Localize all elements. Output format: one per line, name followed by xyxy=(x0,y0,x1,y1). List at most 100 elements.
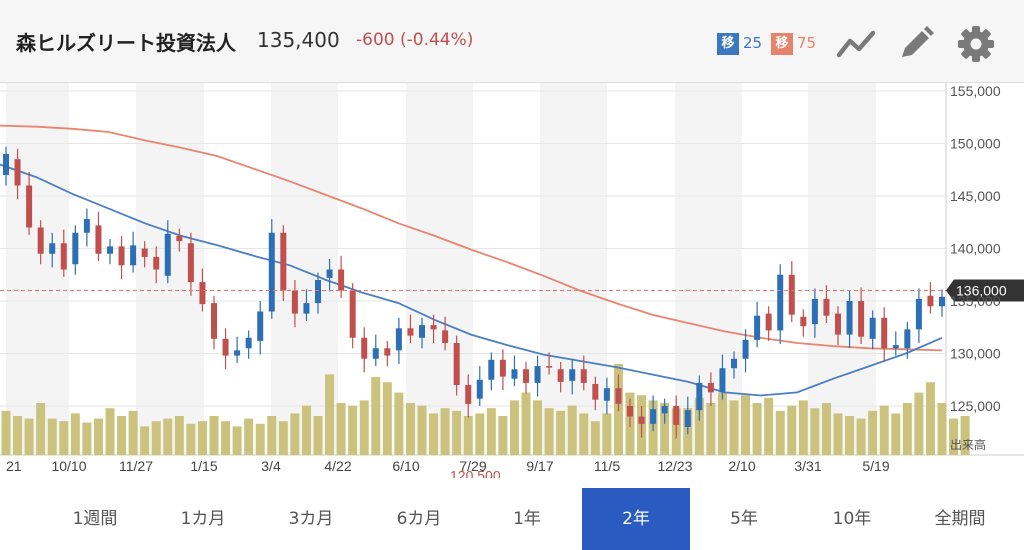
ma-long-value[interactable]: 75 xyxy=(797,34,817,52)
candle xyxy=(60,243,67,270)
x-tick-label: 3/4 xyxy=(261,458,281,474)
line-chart-icon[interactable] xyxy=(836,24,876,64)
y-tick-label: 150,000 xyxy=(950,136,1001,152)
y-tick-label: 125,000 xyxy=(950,398,1001,414)
candle xyxy=(395,328,402,351)
volume-bar xyxy=(660,403,670,455)
candle xyxy=(707,382,714,393)
x-tick-label: 5/19 xyxy=(862,458,889,474)
ma-short-badge[interactable]: 移 xyxy=(717,33,739,55)
pencil-icon[interactable] xyxy=(896,24,936,64)
period-tab-7[interactable]: 10年 xyxy=(832,509,872,529)
period-selector: 1週間 1カ月 3カ月 6カ月 1年 2年 5年 10年 全期間 xyxy=(0,488,1024,550)
candle xyxy=(638,416,645,424)
y-tick-label: 140,000 xyxy=(950,241,1001,257)
candle xyxy=(83,219,90,233)
price-change: -600 (-0.44%) xyxy=(356,30,474,50)
ma25-line xyxy=(0,163,943,397)
stock-header: 森ヒルズリート投資法人 135,400 -600 (-0.44%) 移 25 移… xyxy=(0,0,1024,83)
candle xyxy=(442,330,449,343)
candle xyxy=(927,295,934,307)
candle xyxy=(107,246,113,254)
volume-bar xyxy=(301,405,311,455)
candle xyxy=(303,303,310,314)
candlestick-chart[interactable]: 136,000 155,000 150,000 145,000 140,000 135,… xyxy=(0,83,1024,478)
candle xyxy=(453,343,460,385)
candle xyxy=(800,316,807,327)
candle xyxy=(338,269,345,291)
volume-bar xyxy=(533,400,543,455)
candle xyxy=(3,154,9,175)
ma-long-badge[interactable]: 移 xyxy=(771,33,793,55)
volume-bar xyxy=(498,416,508,455)
candle xyxy=(534,366,541,383)
volume-bar xyxy=(902,403,912,455)
volume-bar xyxy=(128,410,138,455)
volume-bar xyxy=(244,418,254,455)
candle xyxy=(615,388,622,404)
candle xyxy=(407,328,414,336)
volume-bar xyxy=(336,403,346,455)
candle xyxy=(523,369,529,383)
x-tick-label: 11/27 xyxy=(119,458,153,474)
period-tab-5[interactable]: 2年 xyxy=(582,488,690,550)
candle xyxy=(881,317,888,349)
volume-bar xyxy=(475,413,485,455)
volume-bar xyxy=(590,421,600,455)
candle xyxy=(673,406,680,425)
y-tick-label: 145,000 xyxy=(950,188,1001,204)
volume-bar xyxy=(821,403,831,455)
candle xyxy=(592,383,599,400)
candle xyxy=(349,290,356,338)
volume-bar xyxy=(417,405,427,455)
x-tick-label: 21 xyxy=(6,458,22,474)
ma-short-value[interactable]: 25 xyxy=(743,34,763,52)
x-tick-label: 7/29 xyxy=(459,458,486,474)
candle xyxy=(361,337,368,359)
candle xyxy=(130,245,137,266)
volume-bar xyxy=(521,392,531,455)
candle xyxy=(904,329,911,349)
volume-bar xyxy=(741,395,751,455)
candle xyxy=(268,232,275,312)
y-tick-label: 155,000 xyxy=(950,83,1001,99)
volume-bar xyxy=(764,397,774,455)
volume-bar xyxy=(93,418,103,455)
low-annotation: 120,500 xyxy=(450,467,501,478)
period-tab-1[interactable]: 1カ月 xyxy=(180,509,226,529)
volume-bar xyxy=(463,416,473,455)
volume-bar xyxy=(70,413,80,455)
volume-bar xyxy=(232,426,242,455)
period-tab-2[interactable]: 3カ月 xyxy=(288,509,334,529)
volume-bar xyxy=(359,400,369,455)
volume-bar xyxy=(163,418,173,455)
volume-bar xyxy=(278,421,288,455)
candle xyxy=(176,235,183,242)
candle xyxy=(14,159,21,186)
candle xyxy=(280,232,287,291)
x-tick-label: 4/22 xyxy=(324,458,351,474)
candle xyxy=(939,296,945,307)
volume-bar xyxy=(729,400,739,455)
volume-bar xyxy=(810,408,820,455)
candle xyxy=(199,282,206,305)
volume-bar xyxy=(13,416,23,455)
period-tab-0[interactable]: 1週間 xyxy=(72,509,118,529)
volume-bar xyxy=(174,416,184,455)
candle xyxy=(892,345,899,349)
candle xyxy=(511,369,518,379)
period-tab-6[interactable]: 5年 xyxy=(730,509,758,529)
candle xyxy=(557,369,564,382)
candle xyxy=(315,280,321,304)
candle xyxy=(754,315,761,340)
gear-icon[interactable] xyxy=(956,24,996,64)
candle xyxy=(257,311,264,341)
volume-bar xyxy=(209,416,219,455)
period-tab-8[interactable]: 全期間 xyxy=(934,509,986,529)
volume-bar xyxy=(914,392,924,455)
period-tab-4[interactable]: 1年 xyxy=(513,509,541,529)
candle xyxy=(811,298,818,325)
candle xyxy=(118,246,125,266)
period-tab-3[interactable]: 6カ月 xyxy=(396,509,442,529)
volume-bar xyxy=(440,408,450,455)
